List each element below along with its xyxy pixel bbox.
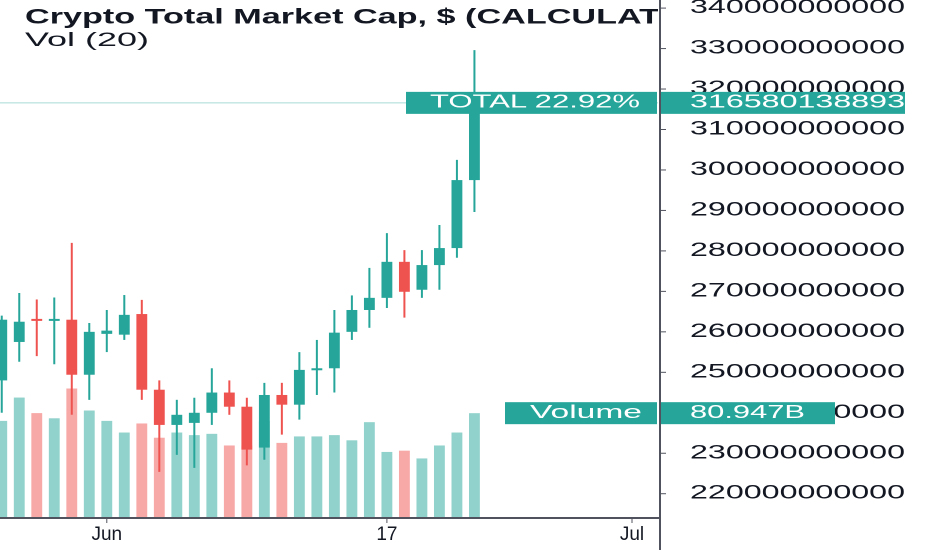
price-name-label: TOTAL 22.92% <box>430 92 640 112</box>
candle-body <box>381 261 393 298</box>
volume-bar <box>276 442 288 518</box>
candle-body <box>136 314 148 390</box>
volume-bar <box>416 458 428 518</box>
volume-bar <box>241 445 253 518</box>
volume-bar <box>136 423 148 518</box>
volume-bar <box>118 432 130 518</box>
volume-bar <box>31 413 43 518</box>
volume-bar <box>451 432 463 518</box>
volume-bar <box>48 418 60 518</box>
y-tick-label: 260000000000 <box>690 321 905 342</box>
y-tick-label: 290000000000 <box>690 199 905 220</box>
candle-body <box>48 318 60 321</box>
candle-body <box>311 368 323 371</box>
candle-body <box>363 297 375 310</box>
candle-body <box>206 392 218 413</box>
candle-body <box>153 389 165 425</box>
price-value-badge <box>661 91 905 114</box>
candle-body <box>293 369 305 405</box>
y-tick-label: 270000000000 <box>690 280 905 301</box>
volume-bar <box>223 445 235 518</box>
price-axis-bg <box>660 0 932 550</box>
candle-body <box>241 406 253 450</box>
volume-bar <box>13 397 25 518</box>
x-tick-label: Jul <box>620 524 644 545</box>
candle-body <box>258 394 270 448</box>
candle-body <box>398 261 410 292</box>
plot-area: Crypto Total Market Cap, $ (CALCULATVol … <box>0 6 660 518</box>
volume-bar <box>346 440 358 518</box>
chart-subtitle: Vol (20) <box>25 30 149 51</box>
candle-body <box>223 392 235 407</box>
candle-body <box>451 180 463 249</box>
candle-body <box>188 412 200 423</box>
candle-body <box>83 331 95 375</box>
x-tick-label: Jun <box>91 524 122 545</box>
volume-bar <box>469 413 480 518</box>
volume-bar <box>101 420 113 518</box>
candle-body <box>13 321 25 342</box>
volume-value-badge <box>661 402 835 425</box>
y-tick-label: 220000000000 <box>690 483 905 504</box>
candle-body <box>433 248 445 266</box>
candle-body <box>171 414 183 425</box>
volume-bar <box>153 437 165 518</box>
candle-body <box>101 330 113 334</box>
candle-body <box>276 394 288 405</box>
volume-bar <box>206 433 218 518</box>
candle-body <box>118 314 130 335</box>
volume-name-badge <box>505 402 657 425</box>
candle-body <box>469 102 480 181</box>
volume-name-label: Volume <box>530 402 642 422</box>
x-tick-label: 17 <box>376 524 397 545</box>
volume-bar <box>0 420 8 518</box>
volume-value-label: 80.947B <box>690 402 805 422</box>
volume-bar <box>311 436 323 518</box>
volume-bar <box>83 410 95 518</box>
y-tick-label: 310000000000 <box>690 119 905 140</box>
y-tick-label: 330000000000 <box>690 38 905 59</box>
volume-bar <box>363 422 375 518</box>
y-tick-label: 250000000000 <box>690 361 905 382</box>
candle-body <box>0 319 8 381</box>
volume-bar <box>381 451 393 518</box>
candle-body <box>328 332 340 369</box>
volume-bar <box>398 450 410 518</box>
chart-title: Crypto Total Market Cap, $ (CALCULAT <box>25 6 660 29</box>
volume-bar <box>66 388 78 518</box>
volume-bar <box>188 435 200 518</box>
y-tick-label: 340000000000 <box>690 0 905 18</box>
volume-bar <box>171 432 183 518</box>
y-tick-label: 300000000000 <box>690 159 905 180</box>
y-tick-label: 280000000000 <box>690 240 905 261</box>
volume-bar <box>433 445 445 518</box>
volume-bar <box>328 435 340 518</box>
candle-body <box>66 319 78 375</box>
candle-body <box>416 265 428 290</box>
volume-bar <box>293 436 305 518</box>
volume-bar <box>258 420 270 518</box>
candle-body <box>346 309 358 332</box>
y-tick-label: 230000000000 <box>690 442 905 463</box>
price-value-label: 316580138893 <box>690 92 905 112</box>
price-name-badge <box>406 91 657 114</box>
candle-body <box>31 318 43 321</box>
